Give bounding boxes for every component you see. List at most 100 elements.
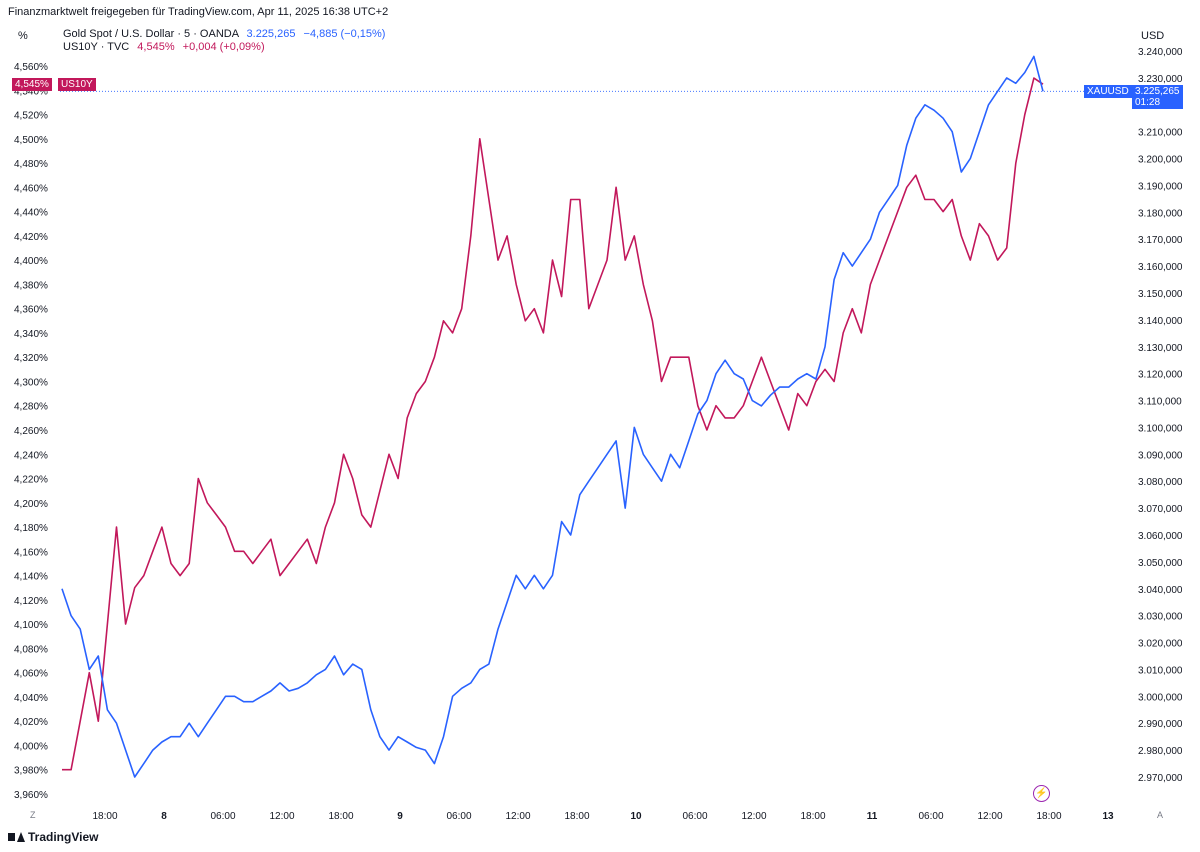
left-axis-tick-label: 3,960% [14,790,48,801]
us10y-badge-label: US10Y [61,79,93,90]
x-axis-tick-label: 18:00 [564,811,589,822]
left-axis-tick-label: 4,060% [14,669,48,680]
left-axis-tick-label: 4,340% [14,329,48,340]
left-axis-tick-label: 4,040% [14,693,48,704]
left-axis-tick-label: 4,400% [14,256,48,267]
left-axis-tick-label: 4,460% [14,183,48,194]
right-axis-tick-label: 3.160,000 [1138,262,1183,273]
right-axis-tick-label: 3.130,000 [1138,343,1183,354]
x-axis-tick-label: 18:00 [800,811,825,822]
auto-scale-corner[interactable]: A [1157,810,1164,820]
right-axis-unit: USD [1141,30,1165,42]
left-axis-tick-label: 4,540% [14,86,48,97]
legend-gold-change: −4,885 (−0,15%) [303,28,386,40]
legend-gold-value: 3.225,265 [246,28,296,40]
x-axis-tick-label: 12:00 [977,811,1002,822]
xauusd-price-badge: 3.225,265 01:28 [1132,85,1183,109]
right-axis-tick-label: 2.990,000 [1138,719,1183,730]
left-axis-tick-label: 4,200% [14,499,48,510]
tradingview-logo-icon [8,832,25,842]
right-axis-tick-label: 3.030,000 [1138,612,1183,623]
left-axis-tick-label: 4,140% [14,572,48,583]
right-axis-tick-label: 3.180,000 [1138,208,1183,219]
right-axis-tick-label: 3.200,000 [1138,155,1183,166]
x-axis-tick-label: 18:00 [328,811,353,822]
right-axis-tick-label: 3.110,000 [1138,397,1182,408]
right-axis-tick-label: 3.100,000 [1138,423,1183,434]
x-axis-tick-label: 12:00 [741,811,766,822]
x-axis-tick-label: 18:00 [1036,811,1061,822]
left-axis-tick-label: 4,100% [14,620,48,631]
left-axis-tick-label: 4,180% [14,523,48,534]
left-axis-tick-label: 4,440% [14,208,48,219]
left-axis-tick-label: 4,280% [14,402,48,413]
right-axis-tick-label: 2.980,000 [1138,746,1183,757]
timezone-corner[interactable]: Z [30,810,36,820]
x-axis-tick-label: 12:00 [269,811,294,822]
xauusd-badge-value: 3.225,265 [1135,86,1180,97]
left-axis-tick-label: 4,000% [14,741,48,752]
left-axis-tick-label: 4,520% [14,111,48,122]
left-axis-tick-label: 4,300% [14,377,48,388]
legend-us10y[interactable]: US10Y · TVC 4,545% +0,004 (+0,09%) [63,41,265,53]
x-axis-tick-label: 06:00 [682,811,707,822]
right-axis-tick-label: 3.080,000 [1138,477,1183,488]
x-axis-tick-label: 9 [397,811,403,822]
left-axis-tick-label: 4,220% [14,475,48,486]
left-axis-unit: % [18,30,28,42]
x-axis-tick-label: 10 [630,811,642,822]
right-axis-tick-label: 3.070,000 [1138,504,1183,515]
x-axis-tick-label: 06:00 [918,811,943,822]
right-axis-tick-label: 3.060,000 [1138,531,1183,542]
right-axis-tick-label: 3.240,000 [1138,47,1183,58]
right-axis-tick-label: 3.090,000 [1138,450,1183,461]
right-axis-tick-label: 3.150,000 [1138,289,1183,300]
us10y-price-badge: 4,545% [12,78,52,91]
left-axis-tick-label: 4,560% [14,62,48,73]
attribution-text: Finanzmarktwelt freigegeben für TradingV… [8,6,389,18]
left-axis-tick-label: 3,980% [14,766,48,777]
xauusd-badge-label: XAUUSD [1087,86,1129,97]
right-axis-tick-label: 3.040,000 [1138,585,1183,596]
right-axis-tick-label: 3.170,000 [1138,235,1183,246]
right-axis-tick-label: 2.970,000 [1138,773,1183,784]
left-axis-tick-label: 4,380% [14,280,48,291]
x-axis-tick-label: 8 [161,811,167,822]
x-axis-tick-label: 11 [867,811,878,822]
left-axis-tick-label: 4,080% [14,644,48,655]
us10y-badge-value: 4,545% [15,79,49,90]
right-axis-tick-label: 3.230,000 [1138,74,1183,85]
flash-icon[interactable]: ⚡ [1033,785,1050,802]
right-axis-tick-label: 3.140,000 [1138,316,1183,327]
legend-gold[interactable]: Gold Spot / U.S. Dollar · 5 · OANDA 3.22… [63,28,385,40]
legend-gold-symbol: Gold Spot / U.S. Dollar · 5 · OANDA [63,28,239,40]
x-axis-tick-label: 13 [1102,811,1114,822]
tradingview-logo[interactable]: TradingView [8,830,98,844]
right-axis-tick-label: 3.050,000 [1138,558,1183,569]
right-axis-tick-label: 3.000,000 [1138,692,1183,703]
left-axis-tick-label: 4,320% [14,353,48,364]
left-axis-tick-label: 4,240% [14,450,48,461]
xauusd-symbol-badge: XAUUSD [1084,85,1132,98]
left-axis-tick-label: 4,480% [14,159,48,170]
legend-us10y-symbol: US10Y · TVC [63,41,130,53]
series-line-xauusd [61,55,1044,778]
us10y-symbol-badge: US10Y [58,78,96,91]
left-axis-tick-label: 4,420% [14,232,48,243]
left-axis-tick-label: 4,500% [14,135,48,146]
left-axis-tick-label: 4,160% [14,547,48,558]
x-axis-tick-label: 18:00 [92,811,117,822]
right-axis-tick-label: 3.190,000 [1138,181,1183,192]
left-axis-tick-label: 4,120% [14,596,48,607]
x-axis-tick-label: 06:00 [446,811,471,822]
x-axis-tick-label: 06:00 [210,811,235,822]
series-line-us10y [62,77,1044,771]
right-axis-tick-label: 3.010,000 [1138,665,1183,676]
left-axis-tick-label: 4,020% [14,717,48,728]
left-axis-tick-label: 4,360% [14,305,48,316]
left-axis-tick-label: 4,260% [14,426,48,437]
right-axis-tick-label: 3.120,000 [1138,370,1183,381]
legend-us10y-value: 4,545% [137,41,175,53]
tradingview-brand: TradingView [28,830,99,844]
